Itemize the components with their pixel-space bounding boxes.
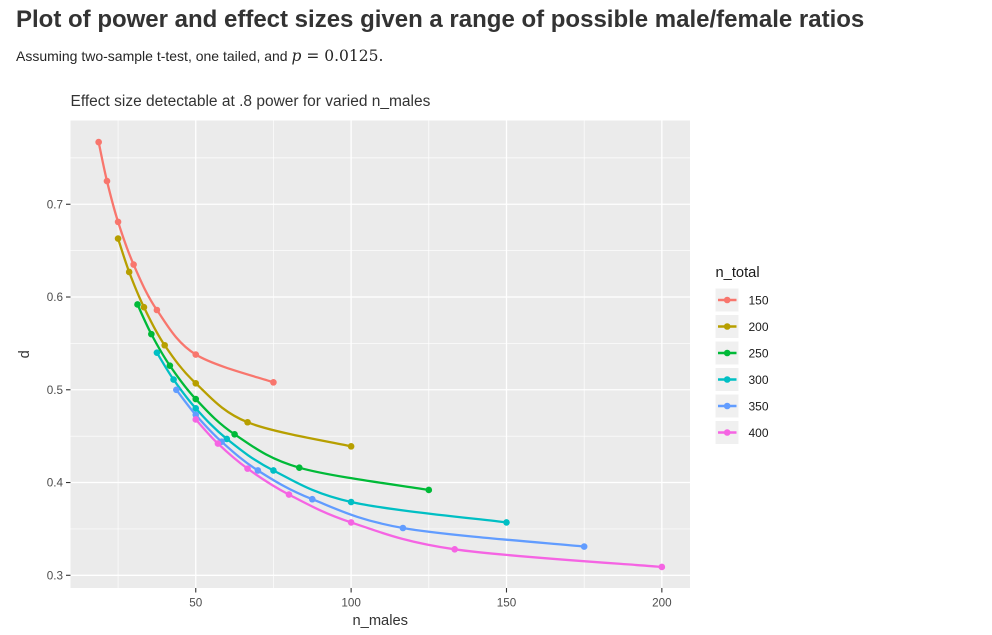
data-point [658, 563, 666, 571]
x-tick-label: 50 [189, 597, 203, 610]
x-tick-label: 100 [341, 597, 361, 610]
data-point [425, 486, 433, 494]
y-tick-label: 0.4 [47, 477, 64, 490]
data-point [134, 301, 141, 308]
data-point [580, 543, 588, 550]
data-point [114, 218, 122, 226]
legend: n_total 150 200 250 300 350 400 [715, 265, 769, 444]
legend-item-300: 300 [715, 368, 769, 391]
data-point [170, 376, 177, 383]
legend-key-point [723, 323, 731, 330]
subtitle-p-symbol: p [291, 47, 302, 65]
legend-label: 350 [749, 399, 769, 413]
series-150 [95, 138, 277, 386]
data-point [270, 467, 277, 474]
axis-ticks [66, 203, 663, 593]
legend-item-200: 200 [715, 315, 769, 338]
data-point [347, 443, 355, 450]
data-point [192, 395, 200, 403]
data-point [244, 465, 251, 472]
legend-item-350: 350 [715, 394, 769, 418]
data-point [130, 261, 137, 268]
series-250 [134, 301, 433, 494]
data-point [223, 435, 231, 443]
legend-key-point [723, 349, 731, 357]
data-point [166, 362, 174, 369]
y-axis-title: d [17, 350, 33, 358]
data-point [244, 418, 251, 426]
page-subtitle: Assuming two-sample t-test, one tailed, … [16, 47, 383, 65]
legend-label: 150 [749, 293, 769, 307]
legend-key-point [723, 402, 731, 410]
data-point [192, 405, 200, 412]
data-point [192, 351, 200, 358]
data-point [451, 546, 458, 553]
data-point [114, 235, 122, 242]
y-tick-label: 0.5 [47, 384, 64, 397]
data-point [347, 519, 355, 526]
chart-title: Effect size detectable at .8 power for v… [71, 93, 431, 110]
legend-title: n_total [716, 265, 760, 281]
legend-label: 300 [749, 373, 769, 387]
minor-gridlines [70, 120, 690, 588]
legend-label: 250 [749, 346, 769, 360]
data-point [173, 386, 180, 394]
data-point [192, 411, 200, 419]
data-point [153, 349, 161, 356]
x-tick-label: 150 [497, 597, 517, 610]
data-point [347, 498, 355, 506]
series-200 [114, 235, 355, 450]
data-point [296, 464, 303, 471]
subtitle-text: Assuming two-sample t-test, one tailed, … [16, 48, 292, 64]
subtitle-p-value: = 0.0125. [301, 47, 384, 65]
data-point [125, 268, 133, 276]
data-point [148, 330, 155, 338]
data-point [270, 379, 277, 386]
power-effect-size-chart: 50 100 150 200 0.3 0.4 0.5 0.6 0.7 Effect size de… [17, 93, 769, 629]
y-tick-label: 0.3 [47, 569, 63, 582]
legend-key-point [723, 296, 731, 304]
series-line-400 [194, 418, 663, 569]
series-400 [192, 416, 666, 571]
series-300 [153, 349, 510, 526]
legend-label: 200 [749, 320, 769, 334]
data-point [161, 341, 168, 349]
y-tick-label: 0.7 [47, 198, 63, 211]
x-axis-title: n_males [352, 613, 408, 629]
data-point [153, 306, 161, 314]
y-tick-label: 0.6 [47, 291, 63, 304]
data-point [103, 177, 111, 185]
legend-key-point [723, 429, 731, 436]
legend-key-point [723, 376, 731, 383]
data-point [231, 431, 238, 438]
data-point [140, 303, 148, 311]
data-point [503, 519, 510, 526]
legend-item-250: 250 [715, 341, 769, 365]
x-tick-label: 200 [652, 597, 672, 610]
data-point [192, 379, 200, 387]
data-point [95, 138, 102, 146]
data-point [399, 524, 407, 532]
data-point [308, 495, 316, 503]
data-point [285, 491, 293, 498]
data-point [192, 416, 200, 423]
legend-item-400: 400 [715, 421, 769, 444]
legend-label: 400 [749, 426, 769, 440]
data-point [254, 467, 262, 474]
data-point [214, 440, 222, 447]
chart-panel [70, 120, 690, 588]
series-350 [173, 386, 588, 550]
page-title: Plot of power and effect sizes given a r… [16, 6, 865, 33]
legend-item-150: 150 [715, 288, 769, 312]
